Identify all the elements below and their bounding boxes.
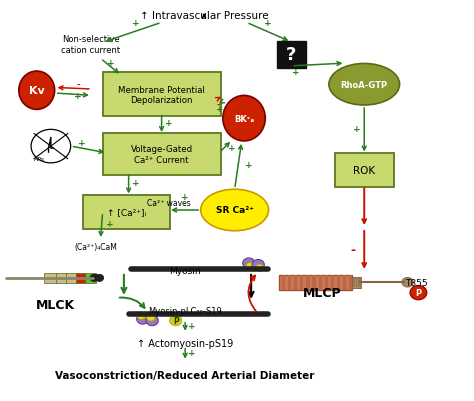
- Bar: [356, 278, 357, 287]
- Bar: [337, 275, 340, 290]
- Text: +: +: [245, 160, 253, 169]
- Bar: [279, 275, 353, 290]
- Text: Myosin: Myosin: [169, 266, 201, 275]
- Text: +: +: [132, 19, 139, 28]
- Text: +: +: [189, 348, 196, 357]
- Text: Ca²⁺ waves: Ca²⁺ waves: [147, 198, 191, 207]
- Text: +: +: [107, 59, 115, 68]
- Circle shape: [137, 312, 146, 320]
- Bar: [294, 275, 297, 290]
- Text: Voltage-Gated
Ca²⁺ Current: Voltage-Gated Ca²⁺ Current: [130, 145, 192, 164]
- Ellipse shape: [223, 96, 265, 142]
- Text: SR Ca²⁺: SR Ca²⁺: [216, 206, 254, 215]
- Text: -: -: [350, 244, 355, 257]
- Bar: [319, 275, 322, 290]
- Text: Kv: Kv: [29, 86, 45, 96]
- Text: ROK: ROK: [353, 166, 375, 176]
- Text: P: P: [415, 288, 421, 298]
- Bar: [331, 275, 334, 290]
- Text: +: +: [106, 220, 114, 229]
- Bar: [312, 275, 316, 290]
- Ellipse shape: [19, 72, 55, 110]
- Text: +: +: [228, 144, 236, 152]
- Bar: [306, 275, 310, 290]
- FancyBboxPatch shape: [277, 42, 306, 69]
- Text: ↑ [Ca²⁺]ᵢ: ↑ [Ca²⁺]ᵢ: [107, 208, 146, 217]
- Bar: [354, 278, 355, 287]
- Circle shape: [95, 275, 104, 282]
- Circle shape: [146, 316, 158, 326]
- Text: -: -: [76, 81, 80, 90]
- Bar: [288, 275, 291, 290]
- Circle shape: [255, 265, 264, 272]
- Bar: [44, 273, 57, 284]
- Bar: [55, 273, 67, 284]
- Text: +: +: [165, 118, 173, 128]
- Text: RhoA-GTP: RhoA-GTP: [341, 81, 388, 89]
- Text: BKᶜₐ: BKᶜₐ: [234, 114, 254, 124]
- Text: +: +: [74, 92, 82, 101]
- Text: Vasoconstriction/Reduced Arterial Diameter: Vasoconstriction/Reduced Arterial Diamet…: [55, 370, 315, 380]
- Text: Myosin-pLC₂₀-S19: Myosin-pLC₂₀-S19: [148, 306, 222, 315]
- Text: P: P: [173, 316, 179, 325]
- Ellipse shape: [201, 190, 269, 231]
- FancyBboxPatch shape: [82, 196, 170, 229]
- Bar: [76, 273, 86, 284]
- Bar: [358, 278, 359, 287]
- Text: +: +: [264, 19, 272, 28]
- Circle shape: [146, 314, 155, 321]
- Text: (Ca²⁺)₄CaM: (Ca²⁺)₄CaM: [74, 242, 117, 251]
- Text: +: +: [182, 193, 189, 202]
- Text: ?: ?: [286, 46, 296, 64]
- Text: +: +: [353, 124, 361, 133]
- Bar: [325, 275, 328, 290]
- Bar: [343, 275, 346, 290]
- Text: +: +: [292, 68, 300, 77]
- Circle shape: [402, 278, 413, 287]
- Circle shape: [243, 258, 255, 269]
- Bar: [353, 277, 361, 288]
- Bar: [85, 273, 96, 284]
- FancyBboxPatch shape: [335, 154, 394, 188]
- Text: Membrane Potential
Depolarization: Membrane Potential Depolarization: [118, 85, 205, 105]
- Bar: [349, 275, 353, 290]
- FancyBboxPatch shape: [103, 73, 220, 117]
- Bar: [282, 275, 285, 290]
- Text: MLCP: MLCP: [302, 286, 341, 299]
- Text: -: -: [216, 100, 220, 109]
- Bar: [66, 273, 77, 284]
- Circle shape: [90, 275, 99, 282]
- Text: MLCK: MLCK: [36, 298, 75, 311]
- Circle shape: [246, 263, 255, 270]
- Text: +: +: [78, 138, 85, 147]
- Bar: [300, 275, 303, 290]
- Text: +: +: [216, 104, 223, 113]
- Circle shape: [410, 286, 427, 300]
- Ellipse shape: [329, 64, 400, 106]
- Circle shape: [170, 316, 182, 326]
- Text: ↑ Actomyosin-pS19: ↑ Actomyosin-pS19: [137, 338, 233, 348]
- Bar: [360, 278, 362, 287]
- Text: T855: T855: [405, 278, 428, 287]
- Text: +: +: [132, 178, 139, 187]
- Circle shape: [252, 260, 264, 270]
- Text: +: +: [189, 322, 196, 330]
- Text: Non-selective
cation current: Non-selective cation current: [61, 35, 120, 55]
- Circle shape: [137, 314, 149, 324]
- FancyBboxPatch shape: [103, 134, 220, 176]
- Text: APs: APs: [34, 157, 45, 162]
- Text: ↑ Intravascular Pressure: ↑ Intravascular Pressure: [140, 11, 268, 21]
